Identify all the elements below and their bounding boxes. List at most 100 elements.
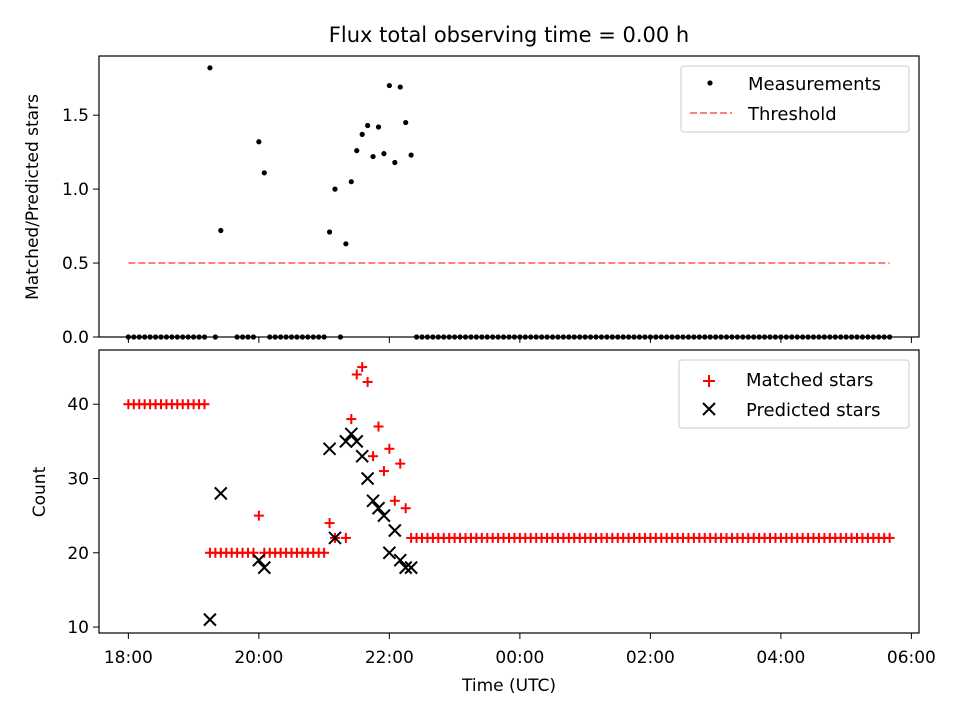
measurement-point bbox=[397, 84, 403, 90]
bottom-y-tick-label: 30 bbox=[67, 470, 89, 490]
top-y-tick-label: 0.5 bbox=[62, 254, 89, 274]
x-tick-label: 02:00 bbox=[626, 648, 675, 668]
matched-star-point bbox=[248, 547, 259, 558]
measurement-point bbox=[392, 159, 398, 166]
measurement-point bbox=[403, 119, 409, 126]
predicted-star-b bbox=[252, 553, 266, 567]
top-legend-box bbox=[680, 65, 910, 133]
predicted-star-b bbox=[377, 508, 391, 523]
predicted-star-point bbox=[360, 471, 375, 486]
matched-star-point bbox=[400, 503, 411, 514]
legend-predicted-label: Predicted stars bbox=[746, 400, 880, 421]
bottom-plot-frame bbox=[98, 349, 920, 634]
measurement-point bbox=[408, 152, 414, 158]
legend-predicted-marker bbox=[702, 402, 716, 416]
predicted-star-point bbox=[257, 560, 272, 575]
predicted-star-point bbox=[398, 560, 413, 575]
top-plot-frame bbox=[98, 55, 920, 338]
measurement-point bbox=[256, 139, 262, 145]
top-axes: 0.0 0.5 1.0 1.5 bbox=[62, 106, 912, 348]
measurement-point bbox=[370, 153, 376, 160]
measurement-point bbox=[359, 131, 365, 137]
bottom-y-tick-label: 20 bbox=[67, 544, 89, 564]
predicted-star-b bbox=[214, 486, 228, 501]
measurement-point bbox=[348, 179, 354, 185]
predicted-star-point bbox=[339, 434, 353, 449]
predicted-star-point bbox=[203, 612, 217, 627]
measurement-point bbox=[207, 65, 213, 71]
matched-star-point bbox=[199, 399, 210, 410]
predicted-star-b bbox=[393, 553, 407, 567]
predicted-star-b bbox=[404, 560, 418, 575]
legend-measurements-label: Measurements bbox=[748, 74, 881, 95]
predicted-star-point bbox=[355, 449, 369, 463]
measurement-point bbox=[332, 186, 338, 192]
matched-star-point bbox=[884, 532, 895, 543]
matched-star-point bbox=[384, 443, 395, 454]
matched-star-point bbox=[389, 495, 400, 506]
matched-star-point bbox=[340, 532, 351, 543]
predicted-star-point bbox=[393, 553, 407, 567]
bottom-legend-box bbox=[678, 359, 910, 429]
legend-measurements-marker bbox=[707, 80, 713, 86]
predicted-star-b bbox=[371, 501, 386, 515]
predicted-star-b bbox=[366, 494, 380, 508]
bottom-panel-marks bbox=[123, 362, 895, 627]
predicted-star-b bbox=[257, 560, 272, 575]
measurement-point bbox=[326, 229, 333, 235]
measurement-point bbox=[386, 82, 392, 89]
predicted-star-b bbox=[382, 546, 397, 560]
predicted-star-b bbox=[388, 523, 402, 538]
predicted-star-b bbox=[350, 434, 364, 449]
matched-star-point bbox=[346, 414, 357, 425]
x-tick-label: 20:00 bbox=[234, 648, 283, 668]
predicted-star-point bbox=[404, 560, 418, 575]
predicted-star-point bbox=[371, 501, 386, 515]
predicted-star-b bbox=[322, 442, 337, 456]
measurement-point bbox=[261, 170, 267, 176]
chart-title: Flux total observing time = 0.00 h bbox=[329, 23, 689, 47]
predicted-star-point bbox=[388, 523, 402, 538]
predicted-star-point bbox=[322, 442, 337, 456]
predicted-star-b bbox=[344, 427, 359, 441]
matched-star-point bbox=[319, 547, 330, 558]
x-tick-label: 22:00 bbox=[365, 648, 414, 668]
predicted-star-point bbox=[350, 434, 364, 449]
matched-star-point bbox=[351, 369, 362, 380]
predicted-star-point bbox=[214, 486, 228, 501]
measurement-point bbox=[354, 148, 360, 154]
matched-star-point bbox=[357, 362, 368, 373]
measurement-point bbox=[365, 122, 371, 129]
x-axis-label: Time (UTC) bbox=[461, 676, 556, 696]
predicted-star-b bbox=[203, 612, 217, 627]
bottom-legend: Matched stars Predicted stars bbox=[678, 359, 910, 429]
x-tick-label: 18:00 bbox=[104, 648, 153, 668]
matched-star-point bbox=[378, 466, 389, 477]
matched-star-point bbox=[362, 376, 373, 387]
legend-matched-label: Matched stars bbox=[746, 370, 873, 391]
legend-threshold-label: Threshold bbox=[747, 104, 837, 125]
top-y-tick-label: 1.0 bbox=[62, 180, 89, 200]
matched-star-point bbox=[368, 451, 379, 462]
top-y-tick-label: 0.0 bbox=[62, 328, 89, 348]
predicted-star-point bbox=[252, 553, 266, 567]
measurement-point bbox=[343, 241, 349, 247]
matched-star-point bbox=[253, 510, 264, 521]
predicted-star-point bbox=[344, 427, 359, 441]
bottom-y-axis-label: Count bbox=[30, 466, 50, 517]
measurement-point bbox=[218, 227, 224, 234]
matched-star-point bbox=[373, 421, 384, 432]
legend-matched-marker bbox=[703, 375, 715, 387]
x-tick-label: 00:00 bbox=[495, 648, 544, 668]
predicted-star-point bbox=[328, 531, 342, 545]
top-legend: Measurements Threshold bbox=[680, 65, 910, 133]
bottom-axes: 10 20 30 40 18:00 20:00 22:00 00:00 02:00 04:00 06… bbox=[67, 395, 936, 668]
measurement-point bbox=[375, 124, 382, 130]
top-y-axis-label: Matched/Predicted stars bbox=[23, 94, 43, 300]
measurement-point bbox=[381, 151, 387, 157]
predicted-star-point bbox=[377, 508, 391, 523]
predicted-star-point bbox=[382, 546, 397, 560]
matched-star-point bbox=[395, 458, 406, 469]
top-y-tick-label: 1.5 bbox=[62, 106, 89, 126]
